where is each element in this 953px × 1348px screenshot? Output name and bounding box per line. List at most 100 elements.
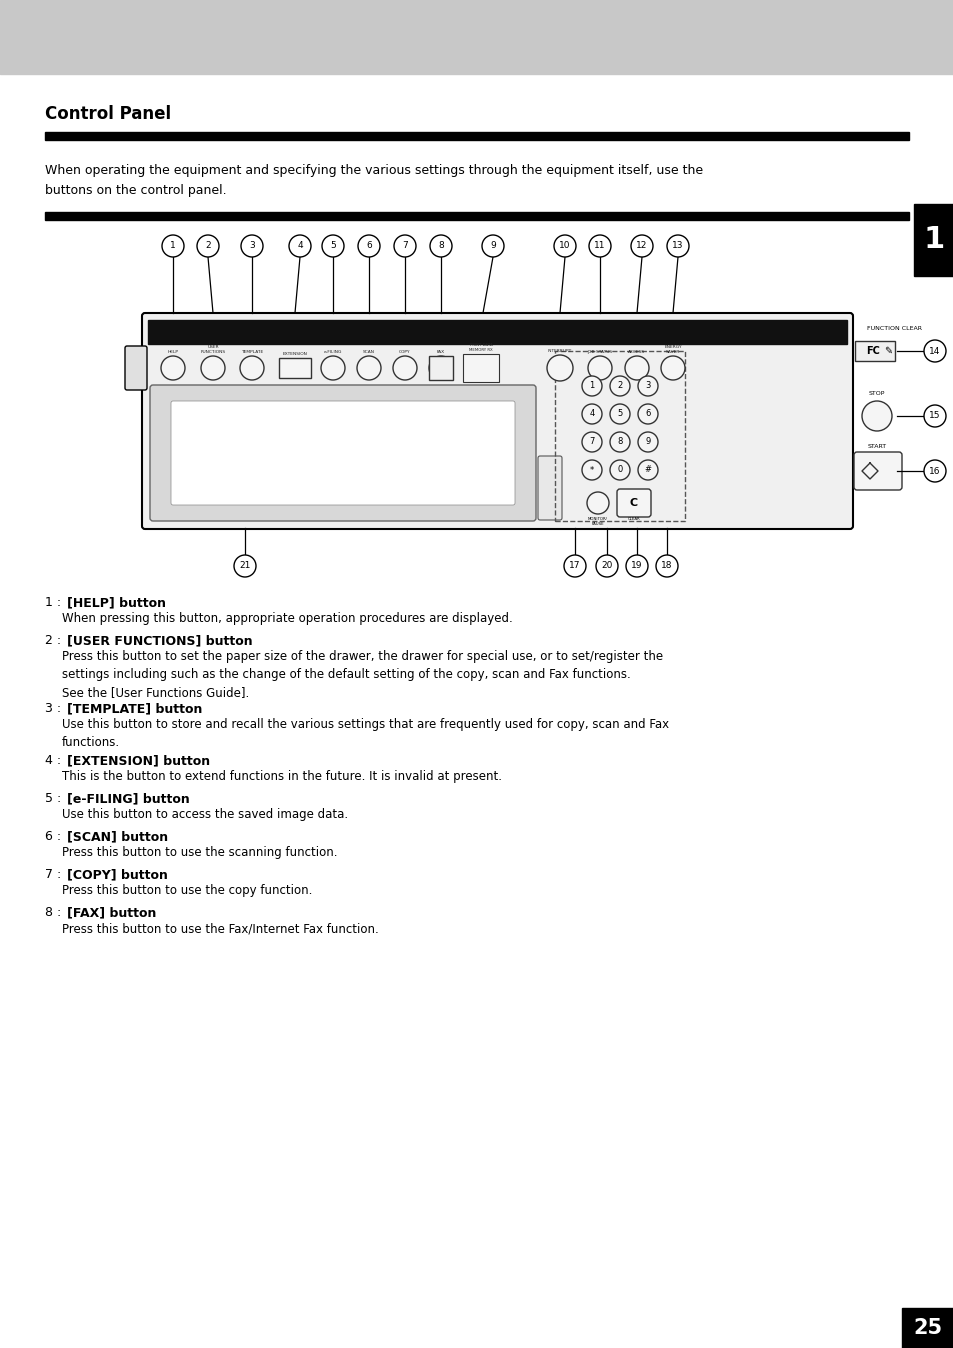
- Text: 7: 7: [402, 241, 408, 251]
- Circle shape: [656, 555, 678, 577]
- Text: 4 :: 4 :: [45, 754, 61, 767]
- Text: 6: 6: [644, 410, 650, 418]
- FancyBboxPatch shape: [853, 452, 901, 491]
- Text: When pressing this button, appropriate operation procedures are displayed.: When pressing this button, appropriate o…: [62, 612, 512, 625]
- Circle shape: [923, 460, 945, 483]
- Text: [EXTENSION] button: [EXTENSION] button: [67, 754, 210, 767]
- FancyBboxPatch shape: [142, 313, 852, 528]
- FancyBboxPatch shape: [150, 386, 536, 520]
- Circle shape: [563, 555, 585, 577]
- Text: 3: 3: [644, 381, 650, 391]
- Bar: [901, 1308, 953, 1348]
- Circle shape: [609, 376, 629, 396]
- Circle shape: [554, 235, 576, 257]
- Text: Press this button to use the scanning function.: Press this button to use the scanning fu…: [62, 847, 337, 859]
- Text: TEMPLATE: TEMPLATE: [240, 350, 263, 355]
- Circle shape: [322, 235, 344, 257]
- Text: START: START: [866, 443, 885, 449]
- FancyBboxPatch shape: [617, 489, 650, 518]
- Text: buttons on the control panel.: buttons on the control panel.: [45, 183, 227, 197]
- Text: [TEMPLATE] button: [TEMPLATE] button: [67, 702, 202, 714]
- FancyBboxPatch shape: [537, 456, 561, 520]
- Text: 11: 11: [594, 241, 605, 251]
- Text: 3 :: 3 :: [45, 702, 61, 714]
- Text: EXTENSION: EXTENSION: [282, 352, 307, 356]
- Bar: [45, 212, 908, 220]
- Circle shape: [923, 404, 945, 427]
- Bar: [913, 204, 953, 276]
- Text: 16: 16: [928, 466, 940, 476]
- Text: 5 :: 5 :: [45, 793, 61, 805]
- Circle shape: [609, 460, 629, 480]
- Circle shape: [588, 235, 610, 257]
- Circle shape: [233, 555, 255, 577]
- Circle shape: [923, 340, 945, 363]
- Text: 3: 3: [249, 241, 254, 251]
- Bar: [555, 350, 684, 520]
- Bar: [0, 0, 953, 74]
- Circle shape: [638, 376, 658, 396]
- Text: USER
FUNCTIONS: USER FUNCTIONS: [200, 345, 225, 355]
- Bar: [278, 359, 311, 377]
- Text: 8: 8: [437, 241, 443, 251]
- Text: [FAX] button: [FAX] button: [67, 906, 156, 919]
- Circle shape: [289, 235, 311, 257]
- Circle shape: [660, 356, 684, 380]
- Text: Use this button to access the saved image data.: Use this button to access the saved imag…: [62, 807, 348, 821]
- Text: MONITOR/
PAUSE: MONITOR/ PAUSE: [587, 518, 607, 526]
- Text: Press this button to use the Fax/Internet Fax function.: Press this button to use the Fax/Interne…: [62, 922, 378, 936]
- Circle shape: [638, 404, 658, 425]
- Text: 1 :: 1 :: [45, 596, 61, 609]
- Circle shape: [161, 356, 185, 380]
- Text: 1: 1: [170, 241, 175, 251]
- Text: 10: 10: [558, 241, 570, 251]
- Text: [e-FILING] button: [e-FILING] button: [67, 793, 190, 805]
- Text: 19: 19: [631, 562, 642, 570]
- Text: 7 :: 7 :: [45, 868, 61, 882]
- Text: 5: 5: [617, 410, 622, 418]
- Text: [HELP] button: [HELP] button: [67, 596, 166, 609]
- Circle shape: [393, 356, 416, 380]
- Text: 2: 2: [205, 241, 211, 251]
- Text: 4: 4: [297, 241, 302, 251]
- Bar: [148, 319, 846, 344]
- Circle shape: [587, 356, 612, 380]
- FancyBboxPatch shape: [125, 346, 147, 390]
- Text: 6 :: 6 :: [45, 830, 61, 842]
- Text: 0: 0: [617, 465, 622, 474]
- Text: 12: 12: [636, 241, 647, 251]
- Circle shape: [586, 492, 608, 514]
- Circle shape: [394, 235, 416, 257]
- Bar: [854, 341, 894, 361]
- Circle shape: [357, 235, 379, 257]
- Text: 13: 13: [672, 241, 683, 251]
- Text: Control Panel: Control Panel: [45, 105, 171, 123]
- Circle shape: [429, 356, 453, 380]
- Circle shape: [624, 356, 648, 380]
- Circle shape: [625, 555, 647, 577]
- Text: 9: 9: [644, 438, 650, 446]
- Text: ENERGY
SAVER: ENERGY SAVER: [663, 345, 681, 355]
- Text: HELP: HELP: [168, 350, 178, 355]
- Circle shape: [241, 235, 263, 257]
- Text: Use this button to store and recall the various settings that are frequently use: Use this button to store and recall the …: [62, 718, 668, 749]
- Text: [USER FUNCTIONS] button: [USER FUNCTIONS] button: [67, 634, 253, 647]
- Circle shape: [581, 404, 601, 425]
- Text: [COPY] button: [COPY] button: [67, 868, 168, 882]
- Text: 18: 18: [660, 562, 672, 570]
- Text: 25: 25: [912, 1318, 942, 1339]
- Circle shape: [609, 431, 629, 452]
- Text: 1: 1: [589, 381, 594, 391]
- Text: 1: 1: [923, 225, 943, 255]
- Circle shape: [356, 356, 380, 380]
- Circle shape: [201, 356, 225, 380]
- Bar: [45, 132, 908, 140]
- Circle shape: [320, 356, 345, 380]
- Text: ACCESS: ACCESS: [628, 350, 645, 355]
- Circle shape: [481, 235, 503, 257]
- Circle shape: [609, 404, 629, 425]
- FancyBboxPatch shape: [171, 400, 515, 506]
- Text: This is the button to extend functions in the future. It is invalid at present.: This is the button to extend functions i…: [62, 770, 501, 783]
- Circle shape: [546, 355, 573, 381]
- Text: COPY: COPY: [399, 350, 411, 355]
